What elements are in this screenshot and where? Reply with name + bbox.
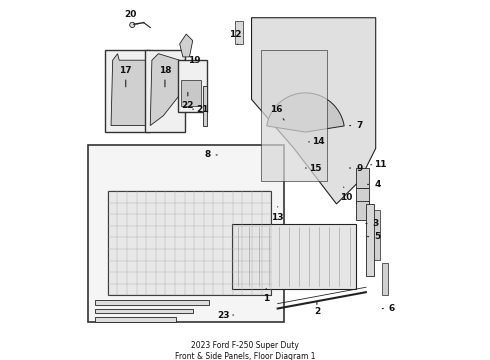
Bar: [95, 300, 209, 305]
Text: 17: 17: [120, 66, 132, 87]
Bar: [181, 80, 201, 106]
Bar: [95, 309, 193, 314]
Text: 2023 Ford F-250 Super Duty
Front & Side Panels, Floor Diagram 1: 2023 Ford F-250 Super Duty Front & Side …: [175, 341, 315, 360]
Bar: [104, 50, 150, 132]
Polygon shape: [261, 50, 327, 181]
Text: 11: 11: [371, 160, 387, 169]
Text: 14: 14: [309, 138, 325, 147]
Bar: [88, 145, 284, 321]
Text: 20: 20: [124, 10, 137, 24]
Text: 19: 19: [185, 56, 201, 65]
Text: 23: 23: [218, 311, 234, 320]
Text: 6: 6: [382, 304, 395, 313]
Bar: [232, 224, 356, 289]
Polygon shape: [150, 54, 181, 126]
Bar: [366, 204, 374, 276]
Bar: [95, 317, 176, 321]
Bar: [382, 263, 388, 296]
Text: 9: 9: [349, 163, 363, 172]
Polygon shape: [108, 191, 271, 296]
Bar: [374, 211, 380, 260]
Bar: [202, 86, 207, 126]
Bar: [356, 168, 369, 188]
Text: 16: 16: [270, 105, 284, 120]
Bar: [235, 21, 244, 44]
Polygon shape: [180, 34, 193, 57]
Bar: [178, 60, 207, 112]
Text: 15: 15: [305, 163, 321, 172]
Polygon shape: [251, 18, 376, 204]
Text: 7: 7: [349, 121, 363, 130]
Text: 1: 1: [263, 288, 270, 303]
Text: 22: 22: [182, 93, 194, 111]
Polygon shape: [111, 54, 147, 126]
Text: 3: 3: [366, 219, 379, 228]
Text: 21: 21: [193, 105, 209, 114]
Bar: [356, 188, 369, 204]
Polygon shape: [267, 93, 344, 132]
Text: 18: 18: [159, 66, 171, 87]
Bar: [146, 50, 185, 132]
Text: 4: 4: [368, 180, 381, 189]
Text: 8: 8: [204, 150, 217, 159]
Text: 10: 10: [340, 187, 352, 202]
Circle shape: [130, 22, 135, 27]
Text: 2: 2: [314, 302, 320, 316]
Text: 5: 5: [368, 232, 380, 241]
Text: 12: 12: [229, 30, 242, 44]
Bar: [356, 201, 369, 220]
Text: 13: 13: [271, 207, 284, 221]
